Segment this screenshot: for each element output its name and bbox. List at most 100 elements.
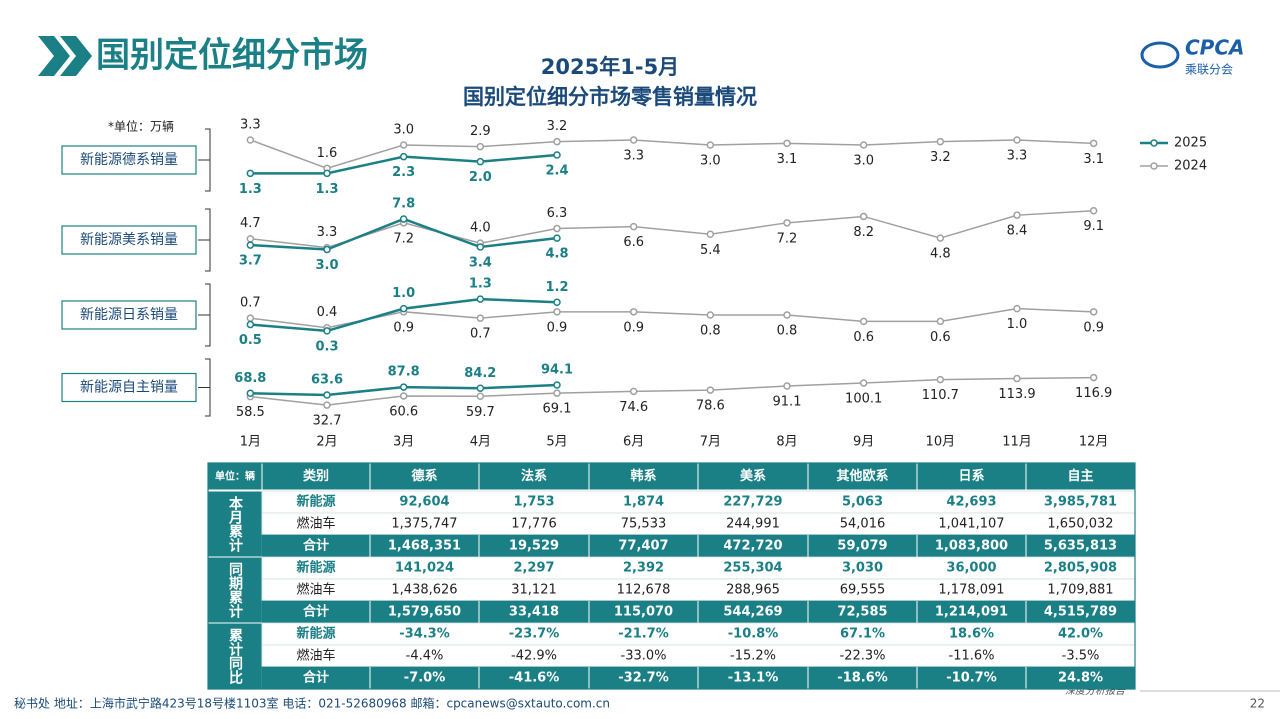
header-cell <box>207 462 263 491</box>
value-label: 3.0 <box>700 154 721 169</box>
point <box>399 304 408 313</box>
value-label: 3.2 <box>547 119 568 134</box>
point <box>783 311 791 319</box>
point <box>323 245 331 254</box>
x-tick-label: 2月 <box>316 435 337 450</box>
point <box>399 383 408 391</box>
group-cell <box>207 556 263 624</box>
cell: 1,214,091 <box>935 605 1008 620</box>
point <box>553 381 561 389</box>
value-label: 3.0 <box>393 123 414 138</box>
header-label: 类别 <box>303 468 329 484</box>
bracket <box>198 208 211 272</box>
point <box>783 139 791 148</box>
point <box>1013 374 1021 383</box>
value-label: 8.4 <box>1007 224 1028 239</box>
legend-marker <box>1150 139 1158 147</box>
value-label: 0.9 <box>623 320 644 335</box>
point <box>246 241 255 249</box>
cell: -34.3% <box>399 627 450 642</box>
point <box>1089 206 1098 215</box>
point <box>323 401 331 409</box>
cell: 2,805,908 <box>1044 561 1117 576</box>
cell: 1,438,626 <box>391 583 457 598</box>
value-label: 0.7 <box>470 327 491 342</box>
value-label: 3.0 <box>853 154 874 169</box>
panel-label: 新能源美系销量 <box>80 232 178 248</box>
x-tick-label: 12月 <box>1079 435 1109 450</box>
row-type: 合计 <box>303 604 329 620</box>
value-label: 87.8 <box>388 365 420 380</box>
bracket <box>198 358 211 417</box>
x-tick-label: 9月 <box>853 435 874 450</box>
panel-label-box <box>61 372 197 403</box>
row-bg <box>261 644 1136 668</box>
point <box>553 137 561 146</box>
value-label: 6.3 <box>547 206 568 221</box>
point <box>399 141 408 149</box>
value-label: 3.7 <box>239 254 262 269</box>
cell: 5,635,813 <box>1044 539 1117 554</box>
header-label: 日系 <box>958 468 984 484</box>
x-tick-label: 8月 <box>776 435 797 450</box>
value-label: 110.7 <box>922 388 959 403</box>
cell: 18.6% <box>949 627 994 642</box>
table-border <box>207 462 1136 690</box>
point <box>323 391 331 399</box>
footer-contact: 秘书处 地址：上海市武宁路423号18号楼1103室 电话：021-526809… <box>14 696 610 711</box>
cell: 1,753 <box>513 495 554 510</box>
value-label: 3.4 <box>469 256 492 271</box>
point <box>706 386 715 394</box>
cell: 59,079 <box>837 539 887 554</box>
point <box>476 157 485 166</box>
point <box>859 317 868 326</box>
point <box>706 311 715 319</box>
bracket <box>198 283 211 347</box>
point <box>399 152 408 161</box>
cell: -11.6% <box>949 649 995 664</box>
value-label: 91.1 <box>773 394 802 409</box>
cell: -10.7% <box>946 671 997 686</box>
point <box>323 327 331 335</box>
value-label: 69.1 <box>543 402 572 417</box>
series-line <box>250 209 1094 249</box>
point <box>246 389 255 398</box>
legend-label: 2025 <box>1174 136 1207 151</box>
cell: 244,991 <box>726 517 780 532</box>
header-label: 韩系 <box>630 468 656 484</box>
panel-label: 新能源自主销量 <box>80 380 178 396</box>
group-cell <box>207 490 263 558</box>
value-label: 0.6 <box>930 330 951 345</box>
unit-note: *单位：万辆 <box>108 119 174 134</box>
x-tick-label: 6月 <box>623 435 644 450</box>
cell: 1,375,747 <box>391 517 457 532</box>
point <box>246 234 255 243</box>
panel-label: 新能源德系销量 <box>80 152 178 168</box>
value-label: 7.8 <box>392 197 415 212</box>
value-label: 116.9 <box>1075 386 1112 401</box>
value-label: 3.1 <box>777 152 798 167</box>
value-label: 0.9 <box>547 320 568 335</box>
header-label: 其他欧系 <box>836 468 888 484</box>
point <box>399 392 408 400</box>
x-tick-label: 1月 <box>240 435 261 450</box>
value-label: 2.4 <box>545 164 568 179</box>
cell: 1,650,032 <box>1047 517 1113 532</box>
point <box>1089 139 1098 148</box>
cell: 4,515,789 <box>1044 605 1117 620</box>
group-label: 本月累计 <box>227 495 244 553</box>
chevrons <box>38 36 92 76</box>
point <box>476 392 485 401</box>
cell: 17,776 <box>511 517 557 532</box>
row-type: 燃油车 <box>296 516 335 532</box>
point <box>476 295 485 303</box>
point <box>553 308 561 316</box>
value-label: 7.2 <box>393 231 414 246</box>
logo-sub: 乘联分会 <box>1185 63 1233 77</box>
point <box>706 230 715 239</box>
cell: 115,070 <box>614 605 673 620</box>
cell: 31,121 <box>511 583 557 598</box>
series-line <box>250 376 1094 406</box>
cell: -13.1% <box>728 671 779 686</box>
value-label: 2.9 <box>470 124 491 139</box>
